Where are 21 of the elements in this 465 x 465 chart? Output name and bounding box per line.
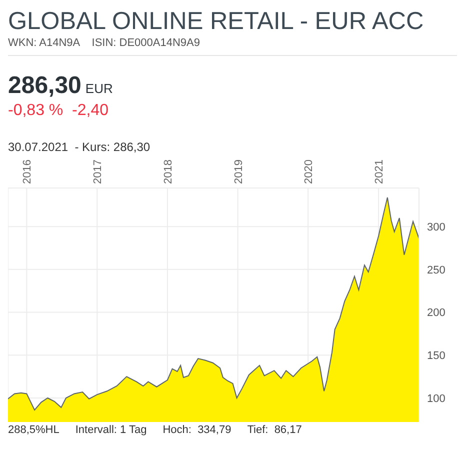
x-tick-label: 2020 bbox=[303, 160, 316, 184]
y-tick-label: 250 bbox=[427, 264, 446, 276]
x-tick-label: 2017 bbox=[92, 160, 104, 184]
text: -0,83 % -2,40 bbox=[8, 102, 110, 120]
y-tick-label: 300 bbox=[427, 221, 446, 234]
text: EUR bbox=[85, 81, 113, 96]
y-tick-label: 150 bbox=[427, 350, 446, 362]
text: Tief: 86,17 bbox=[247, 424, 302, 436]
text: 288,5%HL bbox=[8, 424, 60, 436]
text: 286,30 bbox=[8, 72, 82, 100]
x-tick-label: 2019 bbox=[232, 160, 245, 184]
y-tick-label: 200 bbox=[427, 307, 446, 320]
y-tick-label: 100 bbox=[427, 392, 446, 405]
x-tick-label: 2018 bbox=[162, 160, 174, 184]
chart-subtitle: WKN: A14N9A ISIN: DE000A14N9A9 bbox=[8, 37, 457, 56]
text: 30.07.2021 - Kurs: 286,30 bbox=[8, 140, 152, 154]
x-tick-label: 2016 bbox=[22, 160, 34, 184]
x-tick-label: 2021 bbox=[374, 160, 386, 184]
text: Intervall: 1 Tag bbox=[75, 424, 147, 436]
chart-title: GLOBAL ONLINE RETAIL - EUR ACC bbox=[8, 8, 425, 35]
text: Hoch: 334,79 bbox=[162, 424, 232, 436]
